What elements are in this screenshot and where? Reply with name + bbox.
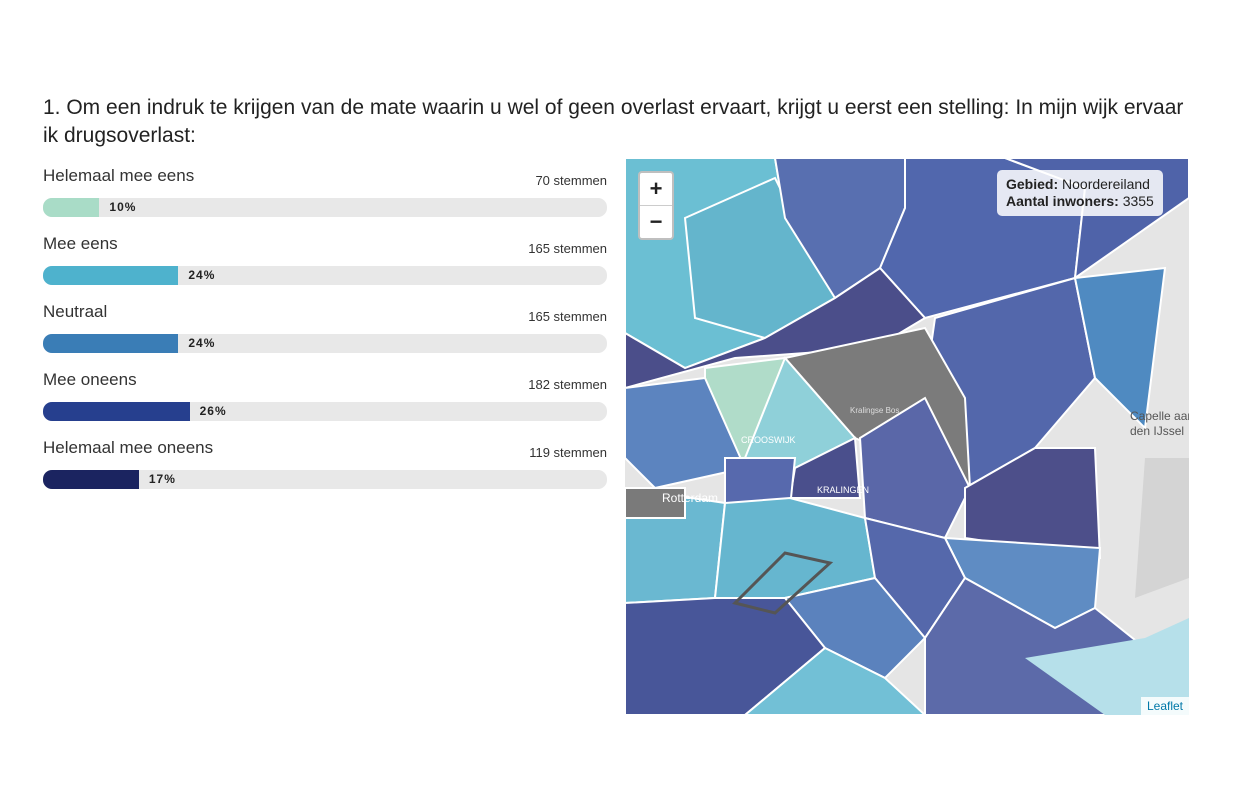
land [1135,458,1189,598]
percent-label: 24% [188,336,216,350]
option-label: Neutraal [43,302,108,321]
vote-count: 70 stemmen [535,173,607,188]
tooltip-value: Noordereiland [1062,176,1150,192]
bar-track [43,266,607,285]
tooltip-key: Gebied: [1006,176,1059,192]
district [858,396,972,540]
option-label: Helemaal mee oneens [43,438,214,457]
bar [43,198,100,217]
tooltip-value: 3355 [1122,193,1154,209]
map-shapes: Rotterdam Capelle aan den IJssel KRALING… [625,158,1189,715]
vote-count: 165 stemmen [528,241,607,256]
attribution[interactable]: Leaflet [1140,697,1189,715]
percent-label: 17% [148,472,176,486]
district [1073,266,1167,431]
map-label: Kralingse Bos [850,406,899,415]
map-label: Capelle aan [1130,409,1189,423]
district [743,646,927,715]
option-row: Mee eens 165 stemmen 24% [43,234,607,302]
bar-track [43,470,607,489]
district [625,487,686,519]
bar-track [43,198,607,217]
bar-track [43,402,607,421]
vote-count: 119 stemmen [529,445,607,460]
bar [43,402,190,421]
option-row: Helemaal mee oneens 119 stemmen 17% [43,438,607,506]
map-label: Rotterdam [662,491,718,505]
zoom-out-button[interactable]: − [640,205,672,238]
tooltip-key: Aantal inwoners: [1006,193,1119,209]
map-label: CROOSWIJK [741,435,796,445]
option-row: Helemaal mee eens 70 stemmen 10% [43,166,607,234]
map[interactable]: Rotterdam Capelle aan den IJssel KRALING… [625,158,1189,715]
bar [43,334,179,353]
vote-count: 165 stemmen [528,309,607,324]
map-label: den IJssel [1130,424,1184,438]
percent-label: 24% [188,268,216,282]
district [625,376,747,490]
zoom-control: + − [638,171,674,240]
vote-count: 182 stemmen [528,377,607,392]
options: Helemaal mee eens 70 stemmen 10% Mee eens 16… [43,166,607,506]
district [625,266,927,390]
option-label: Mee eens [43,234,118,253]
district [964,447,1102,560]
option-label: Mee oneens [43,370,137,389]
option-label: Helemaal mee eens [43,166,195,185]
zoom-in-button[interactable]: + [649,176,663,201]
option-row: Mee oneens 182 stemmen 26% [43,370,607,438]
question: 1. Om een indruk te krijgen van de mate … [43,96,1184,147]
tooltip: Gebied: Noordereiland Aantal inwoners: 3… [997,170,1163,216]
selected-area [732,551,834,615]
bar [43,266,179,285]
water [1025,618,1189,715]
percent-label: 10% [109,200,137,214]
bar [43,470,139,489]
percent-label: 26% [199,404,227,418]
option-row: Neutraal 165 stemmen 24% [43,302,607,370]
map-label: KRALINGEN [817,485,869,495]
bar-track [43,334,607,353]
